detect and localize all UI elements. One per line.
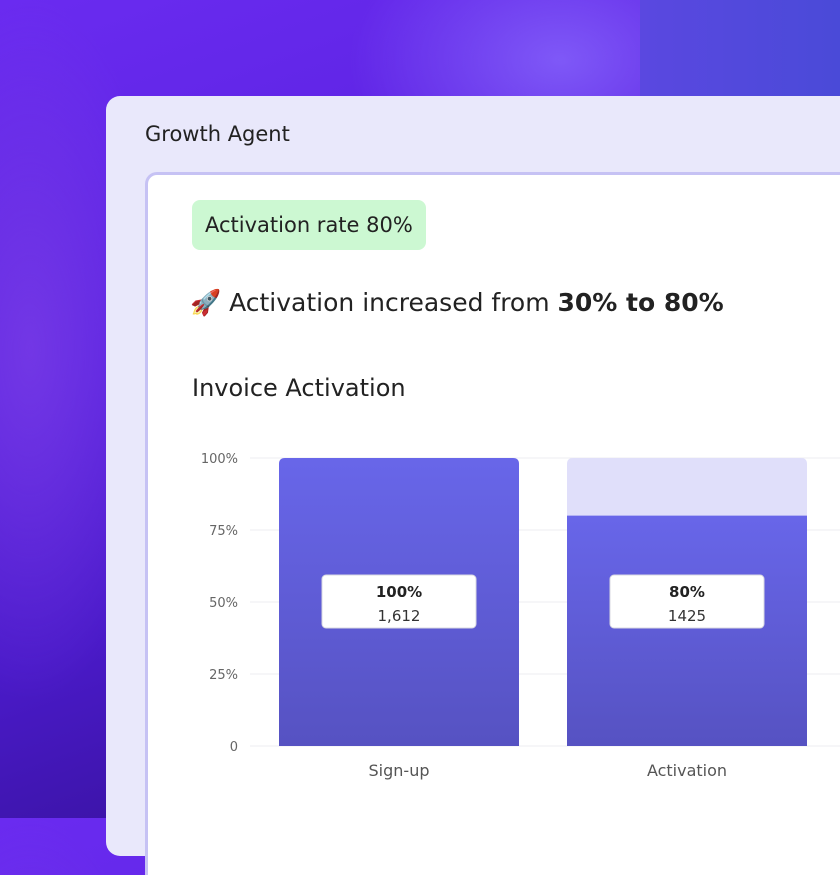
window-title: Growth Agent (145, 122, 290, 146)
y-tick-label: 25% (209, 668, 238, 683)
y-tick-label: 50% (209, 596, 238, 611)
y-tick-label: 75% (209, 524, 238, 539)
bar (567, 515, 807, 746)
x-tick-label: Sign-up (369, 761, 430, 780)
y-tick-label: 100% (201, 452, 238, 467)
data-label-box (321, 574, 477, 629)
rocket-icon: 🚀 (190, 288, 222, 317)
headline-text: Activation increased from (229, 288, 558, 317)
activation-rate-badge: Activation rate 80% (192, 200, 426, 250)
x-tick-label: Activation (647, 761, 727, 780)
chart-title: Invoice Activation (192, 374, 406, 402)
headline: 🚀 Activation increased from 30% to 80% (190, 288, 724, 318)
data-label-count: 1,612 (378, 607, 421, 625)
bar-chart: 0 25% 50% 75% 100% 100% 1,612 Sign-up 80% 1425 Act… (201, 452, 840, 780)
data-label-percent: 100% (376, 583, 422, 601)
y-tick-label: 0 (230, 740, 238, 755)
data-label-percent: 80% (669, 583, 705, 601)
data-label-count: 1425 (668, 607, 706, 625)
data-label-box (609, 574, 765, 629)
headline-bold: 30% to 80% (557, 288, 724, 317)
background-decoration (640, 0, 840, 100)
